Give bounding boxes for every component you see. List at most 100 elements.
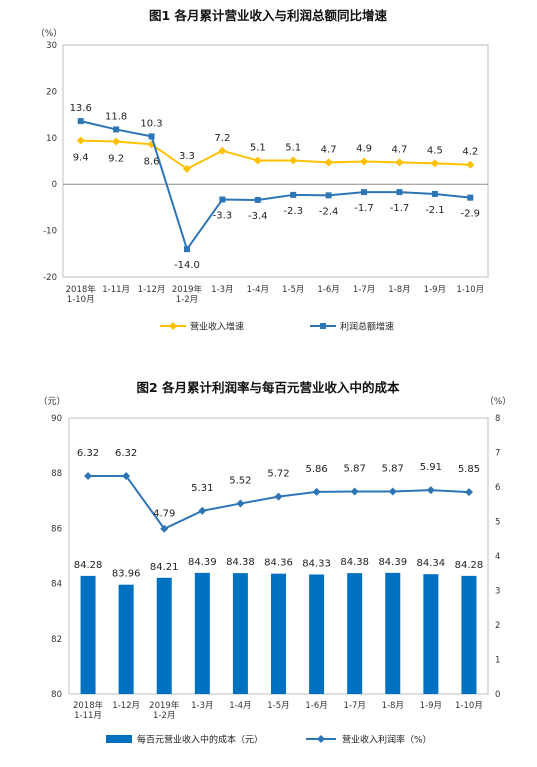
chart1-profit-point [219,196,226,203]
chart1-revenue-point [430,159,439,168]
chart2-bar [156,577,172,694]
chart2-x-tick: 1-2月 [153,711,175,721]
chart1-revenue-label: 4.7 [321,144,337,155]
chart2-margin-label: 5.86 [305,464,327,475]
chart2-legend-bar-swatch [106,735,132,743]
chart2-margin-point [426,486,435,495]
chart2-margin-point [274,492,283,501]
chart1-x-tick: 1-9月 [424,285,446,295]
chart1-x-tick: 1-8月 [388,285,410,295]
chart1-title: 图1 各月累计营业收入与利润总额同比增速 [149,8,388,23]
chart1-revenue-point [360,157,369,166]
chart1-x-tick: 1-5月 [282,285,304,295]
chart2-x-tick: 1-6月 [305,701,327,711]
chart1-x-tick: 1-7月 [353,285,375,295]
chart1-revenue-label: 9.4 [73,153,89,164]
chart1-x-tick: 1-2月 [176,295,198,305]
chart2-bar [118,584,134,694]
chart2-margin-label: 6.32 [115,448,137,459]
chart2-x-tick: 2019年 [149,700,180,711]
chart1-revenue-label: 4.9 [356,143,372,154]
chart2-y-right-tick: 0 [495,690,500,700]
chart1-revenue-point [218,146,227,155]
chart1-revenue-point [289,156,298,165]
chart2-bar-label: 83.96 [112,569,141,580]
chart2-y-left-tick: 88 [51,469,62,479]
chart2-y-right-tick: 3 [495,587,500,597]
chart1-revenue-label: 9.2 [108,154,124,165]
chart1-profit-label: 11.8 [105,111,127,122]
chart2-margin-label: 5.52 [229,476,251,487]
chart2-title: 图2 各月累计利润率与每百元营业收入中的成本 [136,380,400,395]
chart1-profit-label: -3.3 [213,211,233,222]
chart2-y-right-tick: 1 [495,656,500,666]
chart2-bar-label: 84.39 [188,557,217,568]
chart2-bar [385,572,401,694]
chart1-profit-label: -2.1 [425,205,445,216]
chart1-profit-point [361,189,368,196]
chart1-y-tick: 30 [46,41,57,51]
chart1-plot-frame [62,44,489,278]
chart1-x-tick: 1-11月 [102,285,130,295]
chart2-margin-point [198,506,207,515]
chart1-revenue-label: 4.7 [392,144,408,155]
chart2-x-tick: 1-4月 [229,701,251,711]
chart2-x-tick: 2018年 [73,700,104,711]
chart1-revenue-line [80,139,471,171]
chart2-y-right-tick: 7 [495,449,500,459]
chart1-profit-label: -2.9 [461,209,481,220]
chart2-bar-label: 84.33 [302,558,331,569]
chart2-margin-label: 5.87 [382,463,404,474]
chart1-y-tick: 10 [46,134,57,144]
chart1-profit-point [77,118,84,125]
chart2-bar [461,575,477,694]
chart1-revenue-point [466,160,475,169]
chart1-revenue-label: 5.1 [250,143,266,154]
chart2-margin-label: 4.79 [153,509,175,520]
chart1-y-tick: -10 [43,227,57,237]
chart2-legend-bar-label: 每百元营业收入中的成本（元） [137,734,263,746]
chart2-y-left-tick: 84 [51,580,62,590]
chart2-margin-point [236,499,245,508]
chart2-bar [347,573,363,694]
chart1-y-tick: 20 [46,87,57,97]
chart2-bar [80,575,96,694]
chart1-profit-label: -2.3 [283,206,303,217]
chart2-bar-label: 84.39 [378,557,407,568]
chart1-revenue-point [182,164,191,173]
chart1-x-tick: 1-10月 [456,285,484,295]
chart1-profit-point [431,190,438,197]
chart1-legend-profit-marker [320,323,326,329]
chart2-y-right-tick: 6 [495,483,500,493]
chart1-profit-label: -3.4 [248,211,268,222]
chart1-profit-point [183,246,190,253]
chart2-bar-label: 84.28 [74,560,103,571]
chart2-bar [423,574,439,694]
chart2-margin-point [350,487,359,496]
chart1-revenue-point [253,156,262,165]
chart2-x-tick: 1-3月 [191,701,213,711]
chart2-x-tick: 1-5月 [267,701,289,711]
chart1-revenue-point [395,158,404,167]
chart1-revenue-label: 8.6 [144,156,160,167]
chart1-profit-point [148,133,155,140]
chart2-margin-point [464,488,473,497]
chart1-profit-label: -14.0 [174,260,200,271]
chart1-profit-label: -1.7 [354,203,374,214]
chart2-margin-point [122,471,131,480]
chart2-y-right-tick: 8 [495,414,500,424]
chart2-margin-line [88,474,470,531]
chart2-bar-label: 84.21 [150,562,179,573]
chart1-revenue-point [76,136,85,145]
chart2-margin-label: 5.31 [191,483,213,494]
chart1-profit-label: 13.6 [70,103,92,114]
chart1-profit-label: -1.7 [390,203,410,214]
chart1-x-tick: 1-10月 [67,295,95,305]
chart2-y-right-tick: 5 [495,518,500,528]
chart2-y-left-tick: 82 [51,635,62,645]
chart2-x-tick: 1-9月 [420,701,442,711]
chart1-y-tick: 0 [52,180,57,190]
chart1-y-unit: （%） [36,28,63,39]
chart2-x-tick: 1-7月 [343,701,365,711]
